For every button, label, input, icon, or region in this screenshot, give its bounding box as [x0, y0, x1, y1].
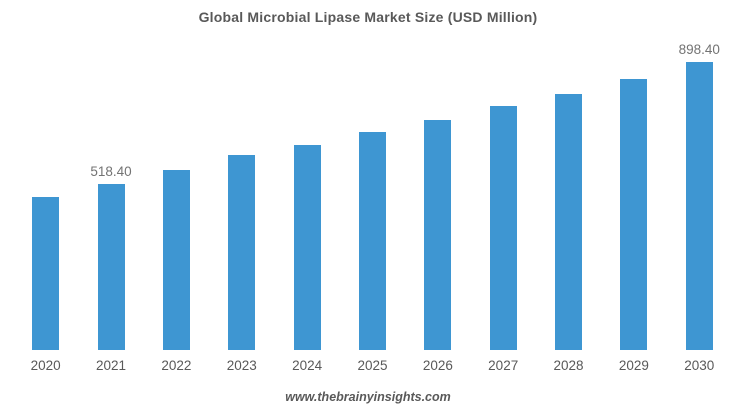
chart-title: Global Microbial Lipase Market Size (USD… [198, 9, 538, 25]
bar-column-2027 [471, 40, 536, 350]
x-tick-label-2020: 2020 [30, 358, 61, 373]
x-tick-label-2030: 2030 [684, 358, 715, 373]
x-tick-label-2023: 2023 [226, 358, 257, 373]
x-tick-label-2026: 2026 [422, 358, 453, 373]
bar-column-2022 [144, 40, 209, 350]
bar-column-2028 [536, 40, 601, 350]
data-label-2030: 898.40 [678, 42, 720, 58]
bar-column-2023 [209, 40, 274, 350]
bar-2025 [358, 131, 386, 350]
bar-2028 [555, 93, 583, 350]
x-tick-label-2028: 2028 [553, 358, 584, 373]
bar-2029 [620, 78, 648, 350]
bar-column-2025 [340, 40, 405, 350]
bar-2021 [97, 183, 125, 350]
plot-area: 518.40 898.40 [13, 40, 732, 350]
x-tick-label-2027: 2027 [488, 358, 519, 373]
source-watermark: www.thebrainyinsights.com [285, 390, 451, 404]
bar-column-2020 [13, 40, 78, 350]
bar-column-2030: 898.40 [667, 40, 732, 350]
bar-2030 [685, 62, 713, 350]
bar-column-2026 [405, 40, 470, 350]
bar-2026 [424, 119, 452, 350]
bar-2020 [32, 196, 60, 350]
bar-2027 [489, 106, 517, 350]
bar-column-2029 [601, 40, 666, 350]
data-label-2021: 518.40 [90, 163, 132, 179]
bar-2022 [162, 169, 190, 350]
bar-column-2024 [274, 40, 339, 350]
bar-2024 [293, 144, 321, 350]
x-tick-label-2021: 2021 [96, 358, 127, 373]
x-tick-label-2029: 2029 [618, 358, 649, 373]
x-tick-label-2022: 2022 [161, 358, 192, 373]
x-tick-label-2025: 2025 [357, 358, 388, 373]
bar-column-2021: 518.40 [78, 40, 143, 350]
x-axis: 2020 2021 2022 2023 2024 2025 2026 2027 2028 2029… [13, 358, 732, 373]
bar-2023 [228, 155, 256, 350]
x-tick-label-2024: 2024 [292, 358, 323, 373]
